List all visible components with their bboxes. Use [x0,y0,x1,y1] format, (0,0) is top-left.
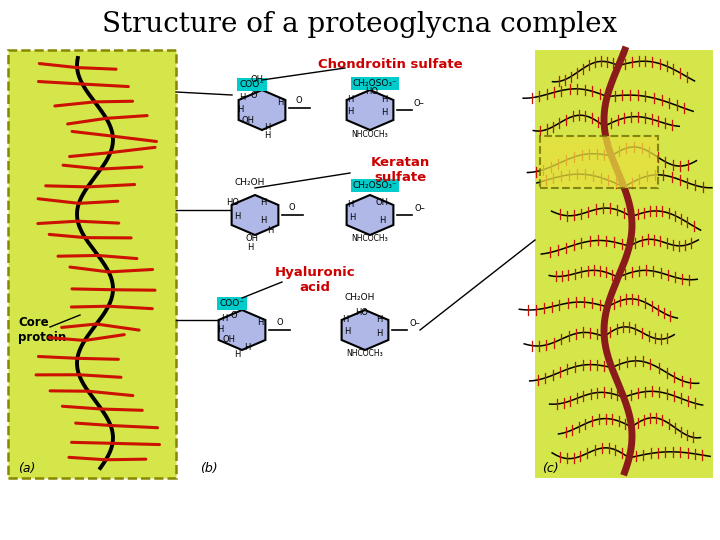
Text: O: O [230,311,238,320]
Text: COO⁻: COO⁻ [240,80,264,89]
Text: H: H [342,315,348,324]
Text: H: H [237,105,243,114]
Text: CH₂OH: CH₂OH [235,178,265,187]
Text: H: H [267,226,273,235]
Text: O–: O– [413,99,424,108]
Text: H: H [347,200,354,209]
Text: H: H [376,329,382,338]
Text: H: H [344,327,350,336]
Text: Keratan
sulfate: Keratan sulfate [370,156,430,184]
Polygon shape [219,310,266,350]
Text: O: O [289,203,295,212]
Text: H: H [347,107,354,116]
Text: (c): (c) [542,462,559,475]
Text: H: H [276,98,283,107]
Text: NHCOCH₃: NHCOCH₃ [351,234,388,243]
Text: H: H [217,325,223,334]
Text: H: H [234,350,240,359]
Text: HO: HO [366,87,379,96]
Text: H: H [381,108,387,117]
Text: Hyaluronic
acid: Hyaluronic acid [275,266,355,294]
Polygon shape [346,90,393,130]
Text: Core
protein: Core protein [18,316,66,344]
Text: HO: HO [227,198,240,207]
Text: H: H [347,95,354,104]
Text: CH₂OSO₃⁻: CH₂OSO₃⁻ [353,79,397,88]
Text: H: H [379,216,385,225]
Text: O: O [296,96,302,105]
Text: H: H [348,213,355,222]
Text: H: H [264,131,270,140]
Text: COO⁻: COO⁻ [220,299,245,308]
Polygon shape [238,90,285,130]
Polygon shape [232,195,279,235]
Text: H: H [234,212,240,221]
Text: H: H [260,198,266,207]
Text: NHCOCH₃: NHCOCH₃ [346,349,383,358]
Text: OH: OH [241,116,254,125]
Text: O–: O– [410,319,420,328]
Text: Chondroitin sulfate: Chondroitin sulfate [318,57,462,71]
Text: H: H [257,318,264,327]
Text: (a): (a) [18,462,35,475]
Text: O: O [251,91,257,100]
Text: OH: OH [246,234,258,243]
Text: HO: HO [356,308,369,317]
Text: O–: O– [415,204,426,213]
Text: CH₂OH: CH₂OH [345,293,375,302]
Text: H: H [244,343,250,352]
Text: H: H [264,123,270,132]
Text: Structure of a proteoglycna complex: Structure of a proteoglycna complex [102,11,618,38]
Text: CH₂OSO₃⁻: CH₂OSO₃⁻ [353,181,397,190]
Text: NHCOCH₃: NHCOCH₃ [351,130,388,139]
Polygon shape [341,310,388,350]
Text: (b): (b) [200,462,217,475]
Text: H: H [221,314,228,323]
Text: H: H [260,216,266,225]
FancyBboxPatch shape [8,50,176,478]
Text: H: H [376,315,382,324]
Text: OH: OH [222,335,235,344]
Text: OH: OH [251,75,264,84]
Text: H: H [247,243,253,252]
Text: OH: OH [376,198,389,207]
FancyBboxPatch shape [540,136,658,188]
FancyBboxPatch shape [535,50,713,478]
Text: O: O [276,318,283,327]
Text: H: H [239,93,246,102]
Text: H: H [381,95,387,104]
Polygon shape [346,195,393,235]
